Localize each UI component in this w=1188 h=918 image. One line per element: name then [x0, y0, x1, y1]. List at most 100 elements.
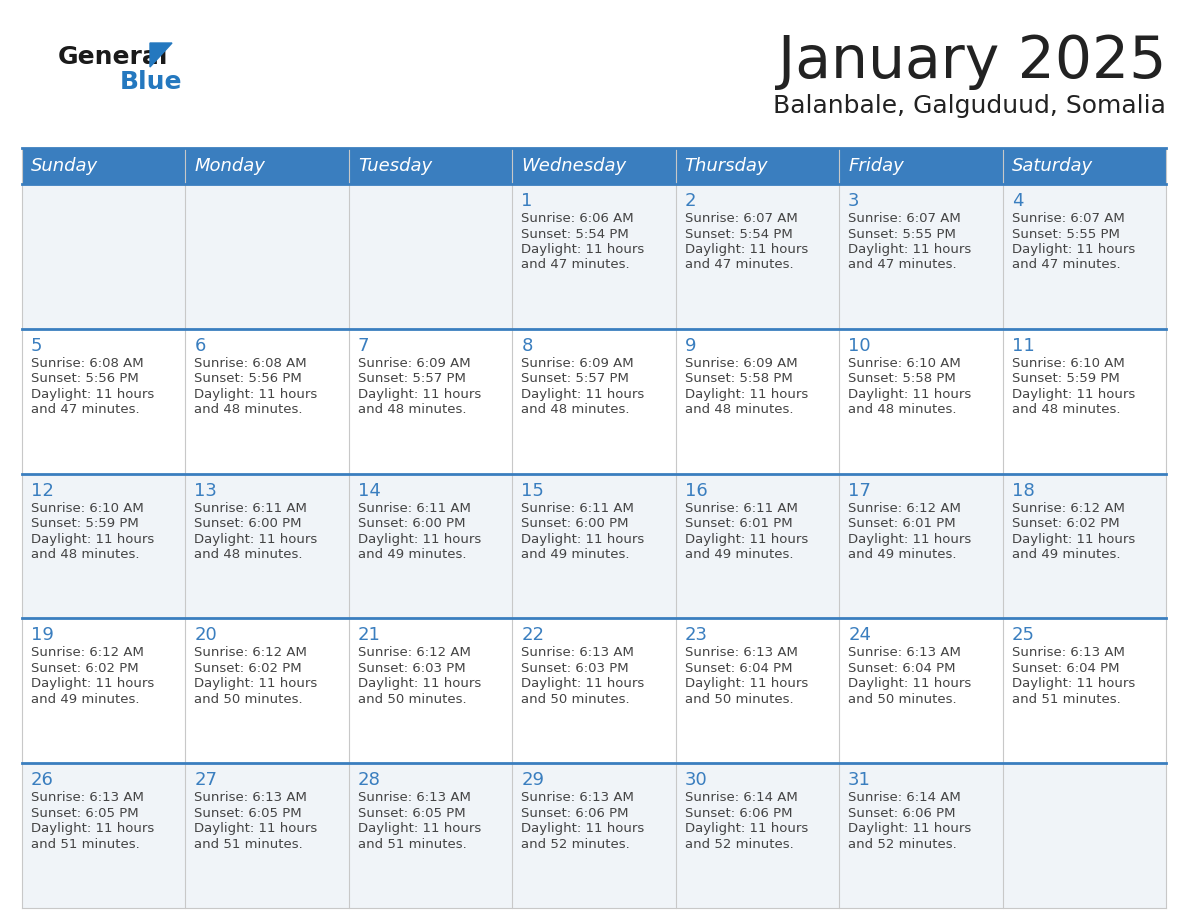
Text: 19: 19 [31, 626, 53, 644]
Bar [349, 148, 512, 184]
Text: and 51 minutes.: and 51 minutes. [358, 838, 467, 851]
Text: Sunrise: 6:10 AM: Sunrise: 6:10 AM [31, 501, 144, 515]
Bar [1003, 329, 1165, 474]
Text: Daylight: 11 hours: Daylight: 11 hours [848, 677, 972, 690]
Text: January 2025: January 2025 [778, 33, 1165, 91]
Text: Sunrise: 6:11 AM: Sunrise: 6:11 AM [195, 501, 308, 515]
Text: Sunrise: 6:07 AM: Sunrise: 6:07 AM [684, 212, 797, 225]
Text: Daylight: 11 hours: Daylight: 11 hours [848, 387, 972, 401]
Text: Blue: Blue [120, 70, 183, 94]
Text: Sunrise: 6:06 AM: Sunrise: 6:06 AM [522, 212, 634, 225]
Text: Daylight: 11 hours: Daylight: 11 hours [358, 387, 481, 401]
Text: and 49 minutes.: and 49 minutes. [31, 693, 139, 706]
Text: Sunrise: 6:08 AM: Sunrise: 6:08 AM [31, 357, 144, 370]
Text: 26: 26 [31, 771, 53, 789]
Text: and 49 minutes.: and 49 minutes. [684, 548, 794, 561]
Text: and 49 minutes.: and 49 minutes. [848, 548, 956, 561]
Text: and 49 minutes.: and 49 minutes. [1011, 548, 1120, 561]
Text: Daylight: 11 hours: Daylight: 11 hours [684, 532, 808, 545]
Text: Sunset: 5:59 PM: Sunset: 5:59 PM [1011, 373, 1119, 386]
Text: Daylight: 11 hours: Daylight: 11 hours [522, 677, 645, 690]
Text: Daylight: 11 hours: Daylight: 11 hours [684, 677, 808, 690]
Text: 4: 4 [1011, 192, 1023, 210]
Text: Daylight: 11 hours: Daylight: 11 hours [358, 532, 481, 545]
Text: Sunrise: 6:14 AM: Sunrise: 6:14 AM [848, 791, 961, 804]
Text: Sunset: 6:05 PM: Sunset: 6:05 PM [195, 807, 302, 820]
Text: Daylight: 11 hours: Daylight: 11 hours [1011, 532, 1135, 545]
Text: and 50 minutes.: and 50 minutes. [522, 693, 630, 706]
Text: 23: 23 [684, 626, 708, 644]
Text: 11: 11 [1011, 337, 1035, 354]
Text: Sunrise: 6:14 AM: Sunrise: 6:14 AM [684, 791, 797, 804]
Text: Daylight: 11 hours: Daylight: 11 hours [522, 532, 645, 545]
Text: and 52 minutes.: and 52 minutes. [684, 838, 794, 851]
Text: Daylight: 11 hours: Daylight: 11 hours [195, 823, 317, 835]
Text: Daylight: 11 hours: Daylight: 11 hours [31, 677, 154, 690]
Text: General: General [58, 45, 169, 69]
Text: Daylight: 11 hours: Daylight: 11 hours [684, 243, 808, 256]
Text: Wednesday: Wednesday [522, 157, 626, 175]
Bar [512, 329, 676, 474]
Bar [23, 619, 185, 763]
Bar [185, 148, 349, 184]
Text: Sunset: 6:05 PM: Sunset: 6:05 PM [358, 807, 466, 820]
Text: Daylight: 11 hours: Daylight: 11 hours [1011, 677, 1135, 690]
Text: 30: 30 [684, 771, 708, 789]
Text: Sunset: 6:02 PM: Sunset: 6:02 PM [1011, 517, 1119, 530]
Bar [839, 763, 1003, 908]
Text: Monday: Monday [195, 157, 265, 175]
Text: Sunrise: 6:12 AM: Sunrise: 6:12 AM [1011, 501, 1125, 515]
Text: Sunset: 6:01 PM: Sunset: 6:01 PM [848, 517, 956, 530]
Bar [839, 619, 1003, 763]
Text: Daylight: 11 hours: Daylight: 11 hours [358, 823, 481, 835]
Text: and 51 minutes.: and 51 minutes. [1011, 693, 1120, 706]
Bar [349, 184, 512, 329]
Bar [185, 184, 349, 329]
Text: 27: 27 [195, 771, 217, 789]
Text: and 50 minutes.: and 50 minutes. [848, 693, 956, 706]
Text: Sunset: 6:04 PM: Sunset: 6:04 PM [684, 662, 792, 675]
Text: Daylight: 11 hours: Daylight: 11 hours [522, 243, 645, 256]
Text: and 47 minutes.: and 47 minutes. [1011, 259, 1120, 272]
Bar [349, 619, 512, 763]
Text: and 48 minutes.: and 48 minutes. [1011, 403, 1120, 416]
Text: Daylight: 11 hours: Daylight: 11 hours [522, 823, 645, 835]
Text: Sunset: 6:06 PM: Sunset: 6:06 PM [848, 807, 955, 820]
Text: Sunset: 5:58 PM: Sunset: 5:58 PM [684, 373, 792, 386]
Text: 15: 15 [522, 482, 544, 499]
Text: 17: 17 [848, 482, 871, 499]
Bar [676, 329, 839, 474]
Text: Sunset: 5:57 PM: Sunset: 5:57 PM [358, 373, 466, 386]
Text: Sunday: Sunday [31, 157, 99, 175]
Bar [185, 763, 349, 908]
Bar [676, 148, 839, 184]
Text: Sunrise: 6:12 AM: Sunrise: 6:12 AM [31, 646, 144, 659]
Text: 24: 24 [848, 626, 871, 644]
Bar [512, 184, 676, 329]
Bar [512, 148, 676, 184]
Text: Daylight: 11 hours: Daylight: 11 hours [31, 387, 154, 401]
Text: 14: 14 [358, 482, 380, 499]
Text: Sunset: 5:56 PM: Sunset: 5:56 PM [195, 373, 302, 386]
Text: Sunset: 5:56 PM: Sunset: 5:56 PM [31, 373, 139, 386]
Text: Sunset: 5:57 PM: Sunset: 5:57 PM [522, 373, 630, 386]
Text: Sunset: 5:58 PM: Sunset: 5:58 PM [848, 373, 956, 386]
Text: and 48 minutes.: and 48 minutes. [358, 403, 467, 416]
Text: 8: 8 [522, 337, 532, 354]
Bar [512, 474, 676, 619]
Text: Sunrise: 6:07 AM: Sunrise: 6:07 AM [848, 212, 961, 225]
Text: Daylight: 11 hours: Daylight: 11 hours [195, 532, 317, 545]
Polygon shape [150, 43, 172, 67]
Text: Balanbale, Galguduud, Somalia: Balanbale, Galguduud, Somalia [773, 94, 1165, 118]
Text: Sunset: 6:03 PM: Sunset: 6:03 PM [522, 662, 628, 675]
Text: Sunset: 6:01 PM: Sunset: 6:01 PM [684, 517, 792, 530]
Text: Sunset: 5:54 PM: Sunset: 5:54 PM [684, 228, 792, 241]
Text: 13: 13 [195, 482, 217, 499]
Bar [676, 474, 839, 619]
Text: and 51 minutes.: and 51 minutes. [195, 838, 303, 851]
Text: and 50 minutes.: and 50 minutes. [684, 693, 794, 706]
Text: and 48 minutes.: and 48 minutes. [522, 403, 630, 416]
Text: Sunset: 6:06 PM: Sunset: 6:06 PM [684, 807, 792, 820]
Text: 22: 22 [522, 626, 544, 644]
Text: 5: 5 [31, 337, 43, 354]
